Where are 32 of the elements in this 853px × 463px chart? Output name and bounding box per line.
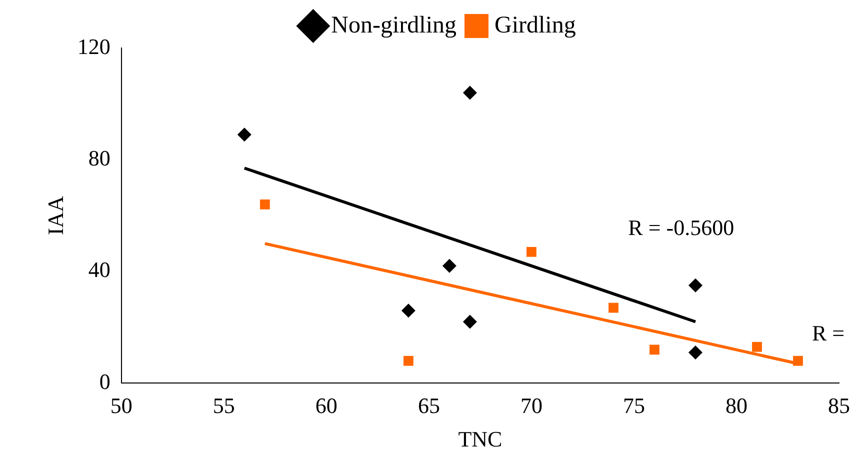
- point: [462, 86, 477, 100]
- point: [237, 128, 252, 142]
- legend-label: Girdling: [494, 12, 576, 38]
- annotation: R = -0.5600: [628, 214, 734, 240]
- x-tick-label: 60: [315, 393, 338, 418]
- point: [260, 199, 270, 210]
- x-axis-title: TNC: [458, 426, 502, 452]
- x-tick-label: 50: [110, 393, 132, 418]
- point: [526, 246, 536, 257]
- point: [442, 258, 456, 273]
- y-tick-label: 120: [77, 34, 110, 59]
- point: [462, 314, 477, 329]
- legend-label: Non-girdling: [331, 12, 457, 38]
- point: [650, 344, 660, 355]
- point: [608, 302, 618, 313]
- point: [752, 342, 762, 352]
- point: [688, 345, 702, 360]
- x-tick-label: 85: [828, 393, 850, 418]
- point: [688, 278, 702, 292]
- x-tick-label: 55: [212, 393, 235, 418]
- x-tick-label: 80: [725, 393, 748, 418]
- x-tick-label: 65: [418, 393, 440, 418]
- annotation: R =: [812, 320, 845, 346]
- point: [403, 356, 414, 366]
- x-tick-label: 75: [622, 393, 645, 418]
- y-tick-label: 40: [88, 257, 110, 282]
- y-tick-label: 80: [88, 146, 110, 171]
- point: [793, 356, 803, 366]
- x-tick-label: 70: [520, 393, 542, 418]
- point: [401, 304, 416, 318]
- y-tick-label: 0: [99, 368, 110, 394]
- y-axis-title: IAA: [42, 196, 68, 236]
